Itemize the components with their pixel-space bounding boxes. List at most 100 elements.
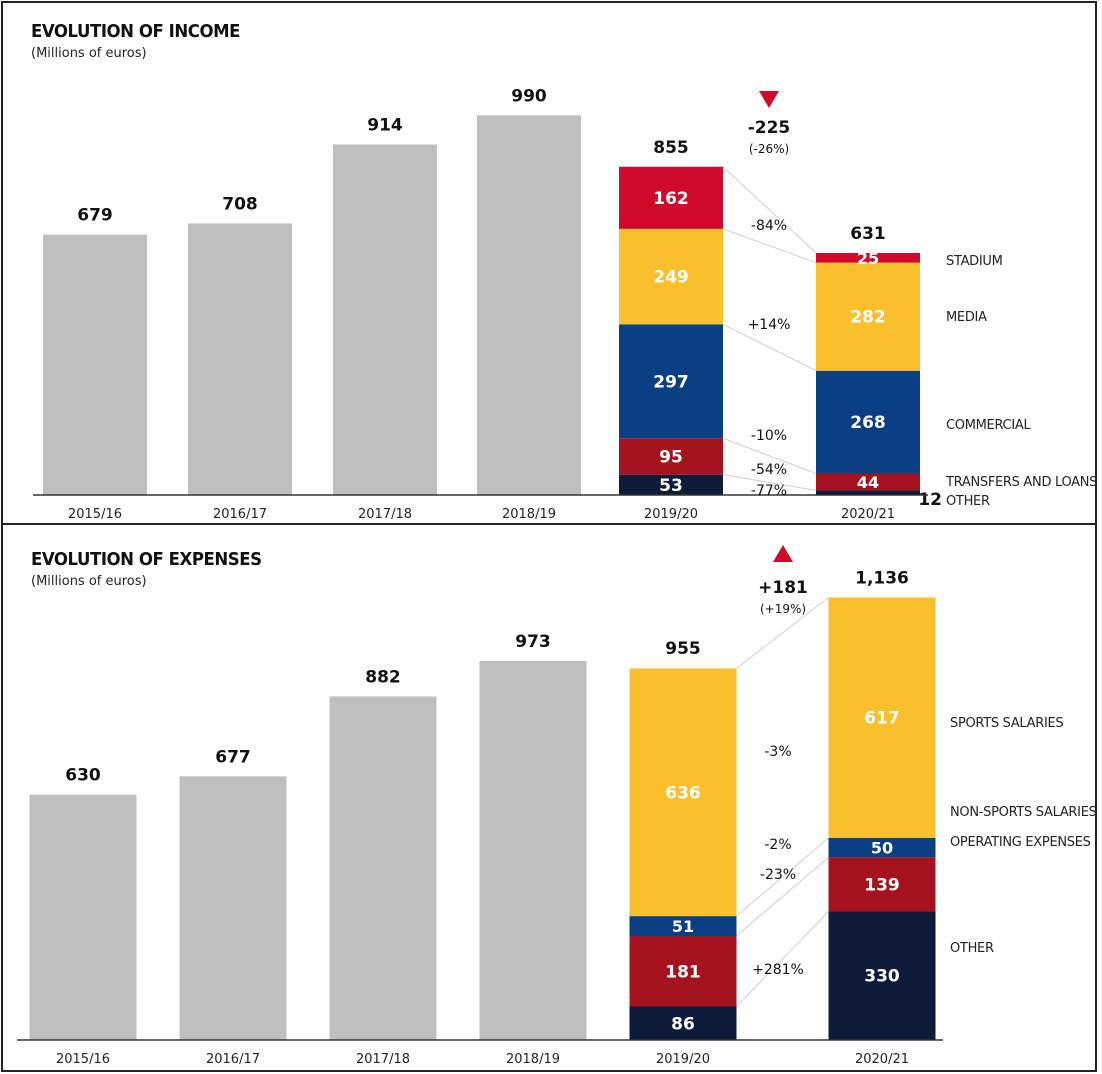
category-label: 2016/17: [206, 1052, 260, 1067]
total-label: 855: [653, 138, 689, 158]
expenses-chart-panel: EVOLUTION OF EXPENSES (Millions of euros…: [1, 523, 1097, 1072]
change-label-other: +281%: [752, 962, 804, 978]
bar-segment-other: [828, 911, 936, 1040]
bar-2018-19: [479, 661, 587, 1040]
legend-label-commercial: COMMERCIAL: [946, 418, 1031, 433]
bar-2015-16: [43, 234, 147, 495]
bar-segment-media: [816, 262, 920, 371]
segment-label-operating-expenses: 181: [665, 962, 701, 982]
connector-line-other: [722, 474, 817, 491]
segment-label-transfers-and-loans: 95: [659, 447, 683, 467]
bar-2016-17: [188, 223, 292, 495]
income-chart-title: EVOLUTION OF INCOME: [31, 21, 240, 42]
category-label: 2020/21: [841, 507, 895, 522]
delta-percent: (-26%): [749, 142, 789, 156]
bar-segment-commercial: [816, 370, 920, 474]
segment-label-other: 330: [864, 967, 900, 987]
change-label-operating-expenses: -23%: [760, 867, 796, 883]
segment-label-other: 12: [918, 490, 942, 510]
bar-segment-commercial: [619, 324, 723, 439]
legend-label-stadium: STADIUM: [946, 254, 1003, 269]
expenses-chart-subtitle: (Millions of euros): [31, 574, 147, 589]
income-chart-panel: EVOLUTION OF INCOME (Millions of euros) …: [1, 1, 1097, 525]
delta-percent: (+19%): [760, 602, 806, 616]
bar-2017-18: [329, 696, 437, 1040]
connector-line-operating-expenses: [736, 856, 829, 937]
bar-segment-stadium: [619, 166, 723, 229]
up-arrow-icon: [773, 545, 793, 562]
bar-2015-16: [29, 794, 137, 1040]
expenses-chart: 630 2015/16 677 2016/17 882 2017/18 973 2018/19…: [17, 545, 1097, 1067]
total-label: 631: [850, 224, 886, 244]
legend-label-other: OTHER: [946, 494, 990, 509]
segment-label-commercial: 268: [850, 413, 886, 433]
bar-segment-non-sports-salaries: [629, 916, 737, 937]
category-label: 2016/17: [213, 507, 267, 522]
segment-label-non-sports-salaries: 51: [672, 917, 694, 936]
bar-segment-sports-salaries: [828, 597, 936, 838]
change-label-media: +14%: [748, 317, 791, 333]
category-label: 2018/19: [502, 507, 556, 522]
category-label: 2018/19: [506, 1052, 560, 1067]
bar-segment-stadium: [816, 253, 920, 263]
segment-label-media: 282: [850, 308, 886, 328]
segment-label-operating-expenses: 139: [864, 875, 900, 895]
bar-segment-media: [619, 228, 723, 325]
bar-2017-18: [333, 144, 437, 495]
category-label: 2019/20: [644, 507, 698, 522]
connector-line-other: [736, 911, 829, 1007]
category-label: 2017/18: [356, 1052, 410, 1067]
bar-segment-other: [816, 490, 920, 495]
connector-line-stadium: [722, 166, 817, 254]
segment-label-non-sports-salaries: 50: [871, 839, 893, 858]
bar-segment-other: [619, 474, 723, 495]
total-label: 708: [222, 194, 258, 214]
down-arrow-icon: [759, 91, 779, 108]
legend-label-other: OTHER: [950, 941, 994, 956]
segment-label-stadium: 25: [857, 249, 879, 268]
delta-value: +181: [758, 578, 808, 598]
legend-label-operating-expenses: OPERATING EXPENSES: [950, 835, 1091, 850]
segment-label-transfers-and-loans: 44: [857, 473, 879, 492]
expenses-chart-title: EVOLUTION OF EXPENSES: [31, 549, 262, 570]
category-label: 2015/16: [68, 507, 122, 522]
segment-label-other: 86: [671, 1014, 695, 1034]
bar-segment-operating-expenses: [629, 936, 737, 1007]
connector-line-transfers-and-loans: [722, 437, 817, 474]
total-label: 630: [65, 766, 101, 786]
connector-line-non-sports-salaries: [736, 837, 829, 917]
connector-line-commercial: [722, 323, 817, 372]
total-label: 973: [515, 632, 551, 652]
income-chart: 679 2015/16 708 2016/17 914 2017/18 990 2018/19…: [33, 86, 1097, 522]
segment-label-sports-salaries: 617: [864, 709, 900, 729]
segment-label-commercial: 297: [653, 372, 689, 392]
bar-segment-transfers-and-loans: [619, 438, 723, 475]
category-label: 2017/18: [358, 507, 412, 522]
change-label-sports-salaries: -3%: [764, 744, 791, 760]
category-label: 2019/20: [656, 1052, 710, 1067]
connector-line-media: [722, 228, 817, 264]
change-label-commercial: -10%: [751, 428, 787, 444]
category-label: 2020/21: [855, 1052, 909, 1067]
bar-2018-19: [477, 115, 581, 496]
bar-2016-17: [179, 776, 287, 1040]
legend-label-transfers-and-loans: TRANSFERS AND LOANS: [945, 475, 1097, 490]
total-label: 1,136: [855, 569, 909, 589]
segment-label-sports-salaries: 636: [665, 783, 701, 803]
segment-label-stadium: 162: [653, 189, 689, 209]
total-label: 914: [367, 115, 403, 135]
category-label: 2015/16: [56, 1052, 110, 1067]
change-label-other: -77%: [751, 483, 787, 499]
legend-label-sports-salaries: SPORTS SALARIES: [950, 716, 1063, 731]
segment-label-media: 249: [653, 268, 689, 288]
change-label-non-sports-salaries: -2%: [764, 837, 791, 853]
delta-value: -225: [748, 118, 791, 138]
bar-segment-operating-expenses: [828, 857, 936, 912]
bar-segment-other: [629, 1006, 737, 1040]
total-label: 679: [77, 206, 113, 226]
income-chart-subtitle: (Millions of euros): [31, 46, 147, 61]
total-label: 955: [665, 639, 701, 659]
bar-segment-non-sports-salaries: [828, 837, 936, 858]
change-label-stadium: -84%: [751, 218, 787, 234]
total-label: 990: [511, 86, 547, 106]
